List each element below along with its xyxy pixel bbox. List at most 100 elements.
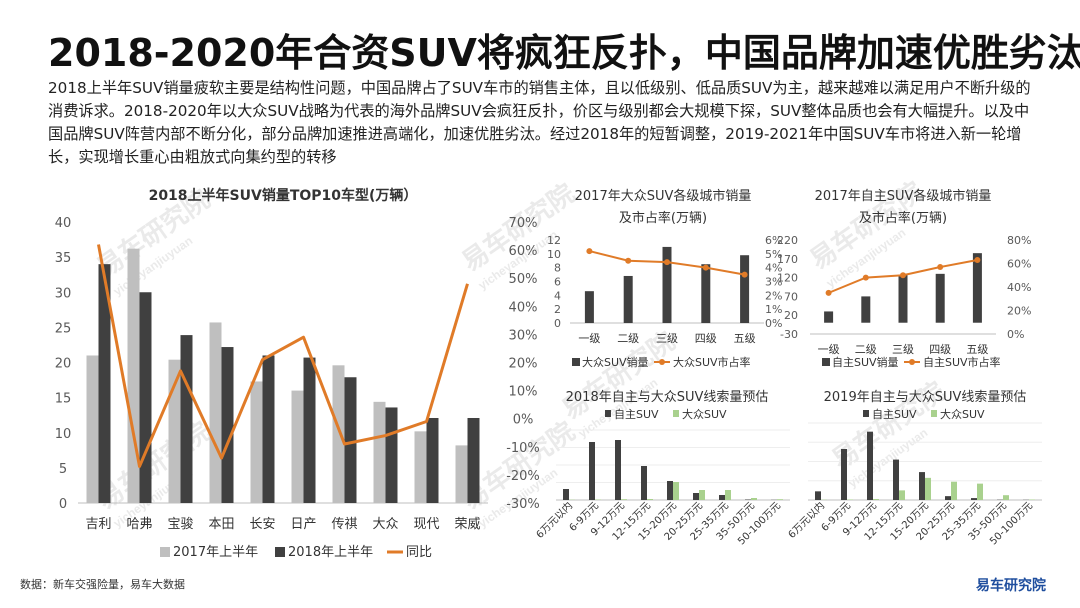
chart-title: 2019年自主与大众SUV线索量预估 bbox=[824, 390, 1027, 405]
yoy-line bbox=[97, 244, 469, 468]
bar-domestic bbox=[615, 440, 621, 500]
share-point bbox=[937, 264, 944, 271]
x-tick-label: 宝骏 bbox=[167, 517, 193, 532]
bar-domestic bbox=[693, 493, 699, 500]
chart-title: 2018上半年SUV销量TOP10车型(万辆） bbox=[149, 187, 418, 204]
brand-logo: 易车研究院 bbox=[976, 578, 1046, 594]
x-tick-label: 长安 bbox=[249, 517, 275, 532]
bar-domestic bbox=[563, 489, 569, 500]
y2-tick-label: 30% bbox=[509, 328, 538, 343]
y-tick-label: 5 bbox=[59, 462, 67, 477]
bar-sales bbox=[701, 264, 711, 323]
y2-tick-label: -10% bbox=[506, 441, 540, 456]
x-tick-label: 二级 bbox=[855, 343, 877, 356]
bar-2018 bbox=[385, 407, 398, 503]
bar-2018 bbox=[98, 264, 111, 503]
bar-sales bbox=[861, 296, 871, 323]
y2-tick-label: 1% bbox=[765, 303, 782, 316]
x-tick-label: 6万元以内 bbox=[785, 499, 827, 541]
share-point bbox=[974, 256, 981, 263]
y-tick-label: 10 bbox=[55, 427, 72, 442]
y-tick-label: 8 bbox=[554, 262, 561, 275]
legend-swatch-domestic bbox=[605, 410, 611, 417]
share-point bbox=[741, 271, 748, 278]
x-tick-label: 传祺 bbox=[331, 517, 357, 532]
y-tick-label: 0 bbox=[554, 317, 561, 330]
bar-vw bbox=[725, 490, 731, 500]
data-source-note: 数据：新车交强险量，易车大数据 bbox=[20, 578, 185, 591]
bar-2018 bbox=[426, 417, 439, 503]
y2-tick-label: 0% bbox=[513, 413, 534, 428]
bar-vw bbox=[751, 498, 757, 500]
legend-swatch-sales bbox=[572, 358, 580, 366]
y-tick-label: 40 bbox=[55, 216, 72, 231]
bar-sales bbox=[662, 246, 672, 323]
y-tick-label: 30 bbox=[55, 286, 72, 301]
legend-swatch-vw bbox=[931, 410, 937, 417]
y-tick-label: 70 bbox=[784, 290, 798, 303]
y2-tick-label: 40% bbox=[509, 300, 538, 315]
chart-title-line2: 及市占率(万辆) bbox=[859, 210, 947, 226]
chart-top10-suv: 2018上半年SUV销量TOP10车型(万辆） 0 5 10 15 20 25 30 35 40 -… bbox=[55, 187, 540, 560]
bar-domestic bbox=[719, 495, 725, 500]
y-tick-label: 20 bbox=[55, 357, 72, 372]
y-tick-label: 170 bbox=[777, 253, 798, 266]
y2-tick-label: 2% bbox=[765, 289, 782, 302]
y2-tick-label: 10% bbox=[509, 385, 538, 400]
y-tick-label: 6 bbox=[554, 276, 561, 289]
bar-2017 bbox=[414, 431, 427, 503]
y2-tick-label: 6% bbox=[765, 234, 782, 247]
bar-vw bbox=[621, 499, 627, 500]
legend-marker-share bbox=[659, 359, 665, 365]
y2-tick-label: 0% bbox=[1007, 328, 1024, 341]
y2-tick-label: 20% bbox=[1007, 305, 1031, 318]
bar-2017 bbox=[455, 445, 468, 503]
bar-2018 bbox=[139, 292, 152, 503]
y2-tick-label: 3% bbox=[765, 276, 782, 289]
chart-title-line1: 2017年自主SUV各级城市销量 bbox=[815, 188, 992, 204]
y-tick-label: 12 bbox=[547, 234, 561, 247]
y-tick-label: 4 bbox=[554, 289, 561, 302]
bar-vw bbox=[595, 499, 601, 500]
x-tick-label: 五级 bbox=[966, 343, 988, 356]
legend-swatch-2017 bbox=[160, 547, 170, 557]
bar-domestic bbox=[745, 499, 751, 500]
x-tick-label: 日产 bbox=[290, 517, 316, 532]
legend-label-vw: 大众SUV bbox=[940, 407, 985, 421]
bar-vw bbox=[977, 483, 983, 500]
y-tick-label: 220 bbox=[777, 234, 798, 247]
chart-title-line2: 及市占率(万辆) bbox=[619, 210, 707, 226]
legend-label-domestic: 自主SUV bbox=[872, 408, 917, 421]
legend-label-vw: 大众SUV bbox=[682, 407, 727, 421]
bar-sales bbox=[824, 311, 834, 323]
share-point bbox=[862, 274, 869, 281]
y2-tick-label: 80% bbox=[1007, 234, 1031, 247]
legend-label-yoy: 同比 bbox=[406, 545, 432, 560]
bar-vw bbox=[673, 482, 679, 500]
bar-2018 bbox=[344, 377, 357, 503]
bar-vw bbox=[873, 499, 879, 500]
bar-vw bbox=[925, 477, 931, 500]
bar-domestic bbox=[945, 496, 951, 500]
legend-label-share: 大众SUV市占率 bbox=[673, 355, 751, 369]
bar-domestic bbox=[815, 491, 821, 500]
bar-domestic bbox=[867, 431, 873, 500]
x-tick-label: 四级 bbox=[695, 332, 717, 345]
legend-marker-share bbox=[909, 359, 915, 365]
bar-2017 bbox=[332, 365, 345, 503]
legend-label-2017: 2017年上半年 bbox=[173, 545, 258, 560]
intro-paragraph: 2018上半年SUV销量疲软主要是结构性问题，中国品牌占了SUV车市的销售主体，… bbox=[48, 79, 1031, 166]
chart-title-line1: 2017年大众SUV各级城市销量 bbox=[575, 188, 752, 204]
legend-swatch-2018 bbox=[275, 547, 285, 557]
chart-title: 2018年自主与大众SUV线索量预估 bbox=[566, 390, 769, 405]
bar-vw bbox=[1003, 495, 1009, 500]
y2-tick-label: -20% bbox=[506, 469, 540, 484]
y2-tick-label: 60% bbox=[509, 244, 538, 259]
y2-tick-label: 70% bbox=[509, 216, 538, 231]
bar-vw bbox=[777, 499, 783, 500]
bar-domestic bbox=[893, 459, 899, 500]
bar-sales bbox=[623, 275, 633, 323]
bar-vw bbox=[699, 490, 705, 500]
bar-2017 bbox=[291, 390, 304, 503]
